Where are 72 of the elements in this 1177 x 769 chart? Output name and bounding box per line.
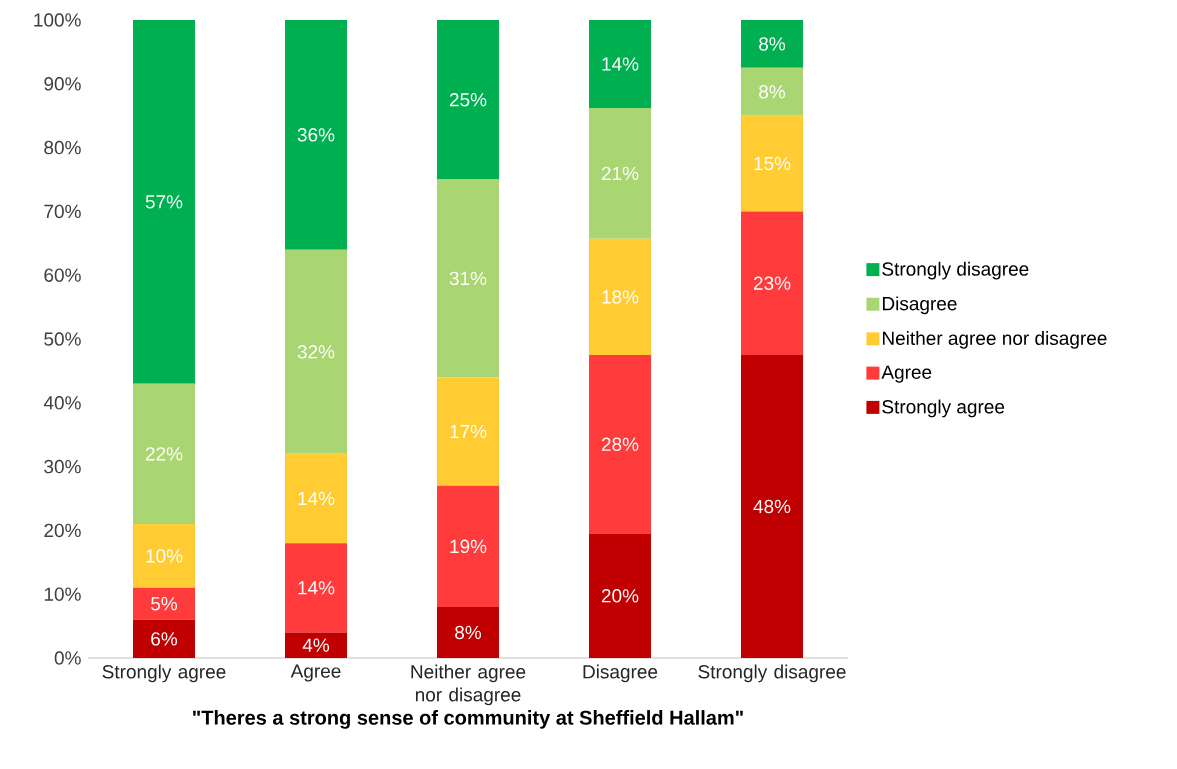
data-label: 18%	[602, 290, 639, 304]
y-tick-label: 0%	[54, 651, 81, 665]
data-label: 5%	[151, 597, 178, 611]
y-tick-label: 60%	[44, 268, 81, 282]
bar	[285, 632, 347, 658]
y-tick-label: 50%	[44, 332, 81, 346]
bar	[285, 453, 347, 544]
bar	[133, 587, 195, 620]
data-label: 36%	[297, 128, 335, 142]
x-tick-label: Strongly agree	[102, 664, 226, 683]
data-label: 21%	[601, 166, 639, 181]
y-tick-label: 30%	[44, 459, 81, 474]
data-label: 14%	[298, 491, 335, 506]
data-label: 14%	[298, 581, 335, 595]
bar	[741, 211, 803, 355]
legend-label: Strongly agree	[882, 399, 1005, 418]
data-label: 22%	[145, 447, 183, 461]
bar	[437, 377, 499, 486]
data-label: 10%	[146, 549, 183, 563]
legend-label: Disagree	[882, 296, 957, 315]
data-label: 19%	[450, 539, 487, 554]
bar	[437, 179, 499, 378]
bar	[133, 619, 195, 658]
y-tick-label: 100%	[34, 13, 81, 27]
bar	[589, 238, 651, 355]
data-label: 23%	[753, 276, 791, 290]
bar	[437, 606, 499, 658]
bar	[741, 115, 803, 212]
bar	[285, 543, 347, 633]
bar	[589, 533, 651, 658]
bar	[589, 354, 651, 534]
bar	[741, 20, 803, 68]
y-tick-label: 10%	[44, 587, 81, 601]
bar	[133, 383, 195, 525]
data-label: 25%	[449, 93, 487, 107]
bar	[285, 249, 347, 454]
bar	[589, 108, 651, 239]
data-label: 14%	[602, 57, 639, 71]
x-tick-label: Agree	[290, 664, 341, 682]
data-label: 8%	[759, 37, 786, 51]
data-label: 17%	[450, 424, 487, 439]
y-tick-label: 90%	[44, 77, 81, 91]
bar	[285, 20, 347, 250]
x-tick-label: Disagree	[583, 664, 658, 683]
x-tick-label: Neither agree nor disagree	[411, 664, 526, 706]
data-label: 28%	[601, 437, 639, 451]
legend-label: Agree	[881, 365, 932, 383]
data-label: 57%	[145, 195, 183, 209]
y-tick-label: 20%	[44, 523, 81, 538]
y-tick-label: 70%	[44, 204, 81, 219]
bar	[437, 20, 499, 180]
bar	[741, 354, 803, 658]
data-label: 15%	[754, 156, 791, 171]
bar	[589, 20, 651, 109]
data-label: 48%	[753, 499, 791, 514]
bar	[133, 524, 195, 588]
legend-label: Neither agree nor disagree	[882, 331, 1107, 349]
x-tick-label: Strongly disagree	[698, 664, 846, 683]
data-label: 31%	[449, 271, 487, 286]
y-tick-label: 40%	[43, 396, 81, 410]
y-tick-label: 80%	[44, 140, 81, 155]
data-label: 4%	[302, 638, 330, 652]
data-label: 6%	[151, 632, 178, 646]
bar	[133, 20, 195, 384]
x-axis-title: "Theres a strong sense of community at Sheffield Hallam"	[193, 710, 743, 729]
data-label: 32%	[297, 345, 335, 359]
data-label: 8%	[455, 625, 482, 640]
bar	[741, 67, 803, 116]
legend-label: Strongly disagree	[882, 261, 1029, 280]
data-label: 8%	[759, 85, 786, 99]
data-label: 20%	[601, 589, 639, 603]
bar	[437, 485, 499, 607]
